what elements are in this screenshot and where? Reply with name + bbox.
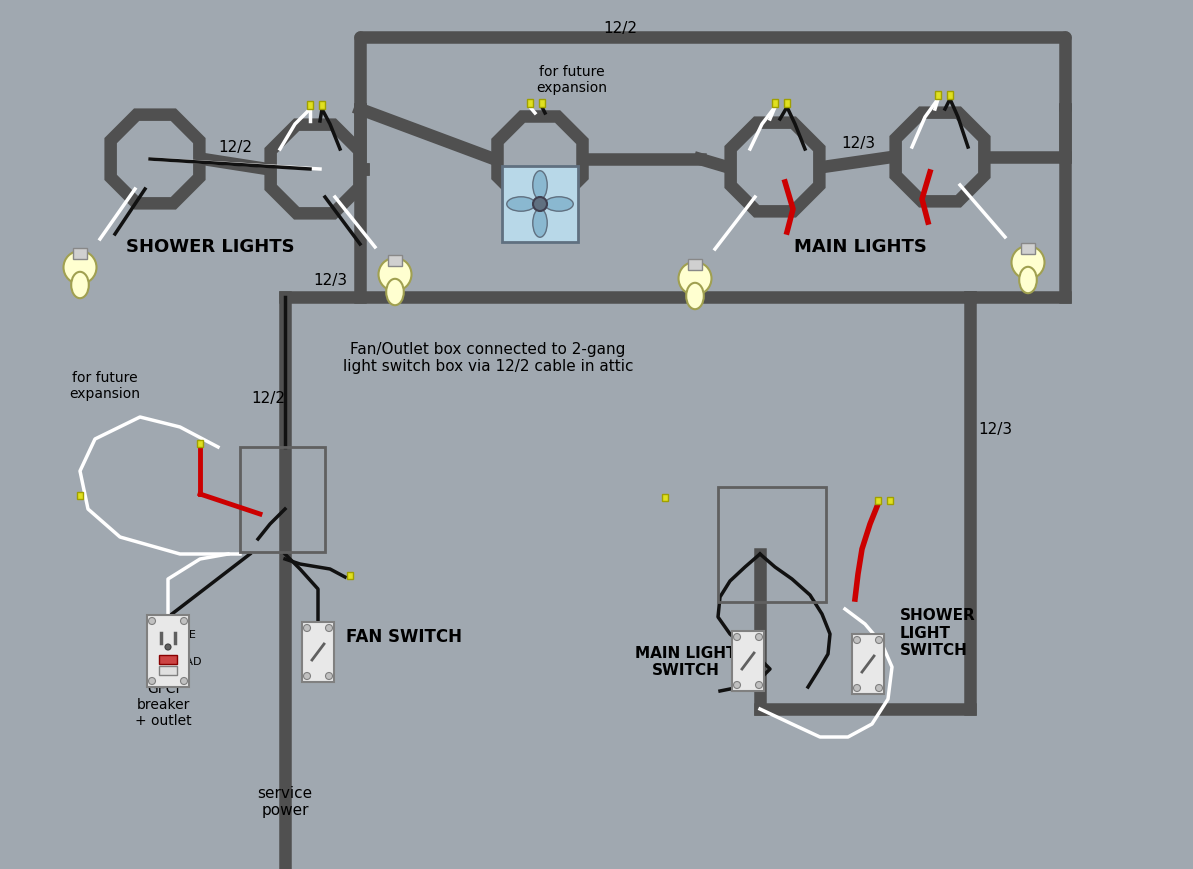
Ellipse shape — [533, 171, 548, 200]
Bar — [539, 100, 545, 108]
Circle shape — [63, 252, 97, 284]
Circle shape — [533, 198, 548, 212]
Bar — [1021, 243, 1034, 255]
Ellipse shape — [545, 197, 574, 212]
Text: service
power: service power — [258, 785, 313, 817]
Text: MAIN LIGHT
SWITCH: MAIN LIGHT SWITCH — [635, 645, 737, 677]
Text: SHOWER LIGHTS: SHOWER LIGHTS — [125, 238, 295, 255]
Bar — [852, 634, 884, 694]
Text: 12/3: 12/3 — [978, 422, 1012, 437]
Circle shape — [148, 618, 155, 625]
Bar — [876, 498, 880, 504]
Bar — [527, 100, 533, 108]
Text: 12/3: 12/3 — [313, 273, 347, 288]
Ellipse shape — [533, 209, 548, 238]
Circle shape — [734, 634, 741, 640]
Text: Fan/Outlet box connected to 2-gang
light switch box via 12/2 cable in attic: Fan/Outlet box connected to 2-gang light… — [342, 342, 633, 374]
Bar — [240, 448, 324, 553]
Circle shape — [853, 685, 860, 692]
Circle shape — [180, 678, 187, 685]
Circle shape — [755, 634, 762, 640]
Text: LINE: LINE — [172, 629, 197, 640]
Bar — [147, 615, 188, 687]
Circle shape — [853, 637, 860, 644]
Bar — [688, 259, 701, 270]
Circle shape — [755, 681, 762, 689]
Bar — [935, 92, 941, 100]
Circle shape — [876, 637, 883, 644]
Bar — [307, 103, 313, 109]
Ellipse shape — [72, 273, 88, 299]
Circle shape — [303, 673, 310, 680]
Ellipse shape — [686, 283, 704, 310]
Ellipse shape — [387, 280, 403, 306]
Ellipse shape — [1019, 268, 1037, 294]
Bar — [733, 631, 764, 691]
Bar — [74, 249, 87, 259]
Text: LOAD: LOAD — [172, 656, 203, 667]
Bar — [347, 573, 353, 580]
Text: for future
expansion: for future expansion — [69, 370, 141, 401]
Bar — [197, 441, 203, 448]
Text: 12/2: 12/2 — [251, 390, 285, 406]
Text: 12/2: 12/2 — [602, 21, 637, 36]
Bar — [502, 167, 577, 242]
Circle shape — [1012, 247, 1045, 280]
Text: 12/2: 12/2 — [218, 140, 252, 155]
Ellipse shape — [507, 197, 536, 212]
Bar — [772, 100, 778, 108]
Bar — [662, 494, 668, 501]
Bar — [784, 100, 790, 108]
Circle shape — [734, 681, 741, 689]
Circle shape — [165, 644, 171, 650]
Circle shape — [679, 262, 711, 295]
Text: FAN SWITCH: FAN SWITCH — [346, 627, 462, 646]
Circle shape — [303, 625, 310, 632]
Text: SHOWER
LIGHT
SWITCH: SHOWER LIGHT SWITCH — [900, 607, 976, 657]
Bar — [302, 622, 334, 682]
Text: GFCI
breaker
+ outlet: GFCI breaker + outlet — [135, 680, 191, 727]
Bar — [389, 255, 402, 266]
Bar — [947, 92, 953, 100]
Bar — [888, 498, 892, 504]
Circle shape — [378, 259, 412, 292]
Bar — [319, 103, 326, 109]
Circle shape — [876, 685, 883, 692]
Bar — [78, 493, 82, 500]
Circle shape — [326, 625, 333, 632]
Circle shape — [326, 673, 333, 680]
Bar — [718, 488, 826, 602]
Text: MAIN LIGHTS: MAIN LIGHTS — [793, 238, 927, 255]
Circle shape — [148, 678, 155, 685]
Circle shape — [180, 618, 187, 625]
Text: for future
expansion: for future expansion — [537, 64, 607, 95]
Bar — [159, 655, 177, 664]
Text: 12/3: 12/3 — [841, 136, 874, 151]
Bar — [159, 667, 177, 675]
